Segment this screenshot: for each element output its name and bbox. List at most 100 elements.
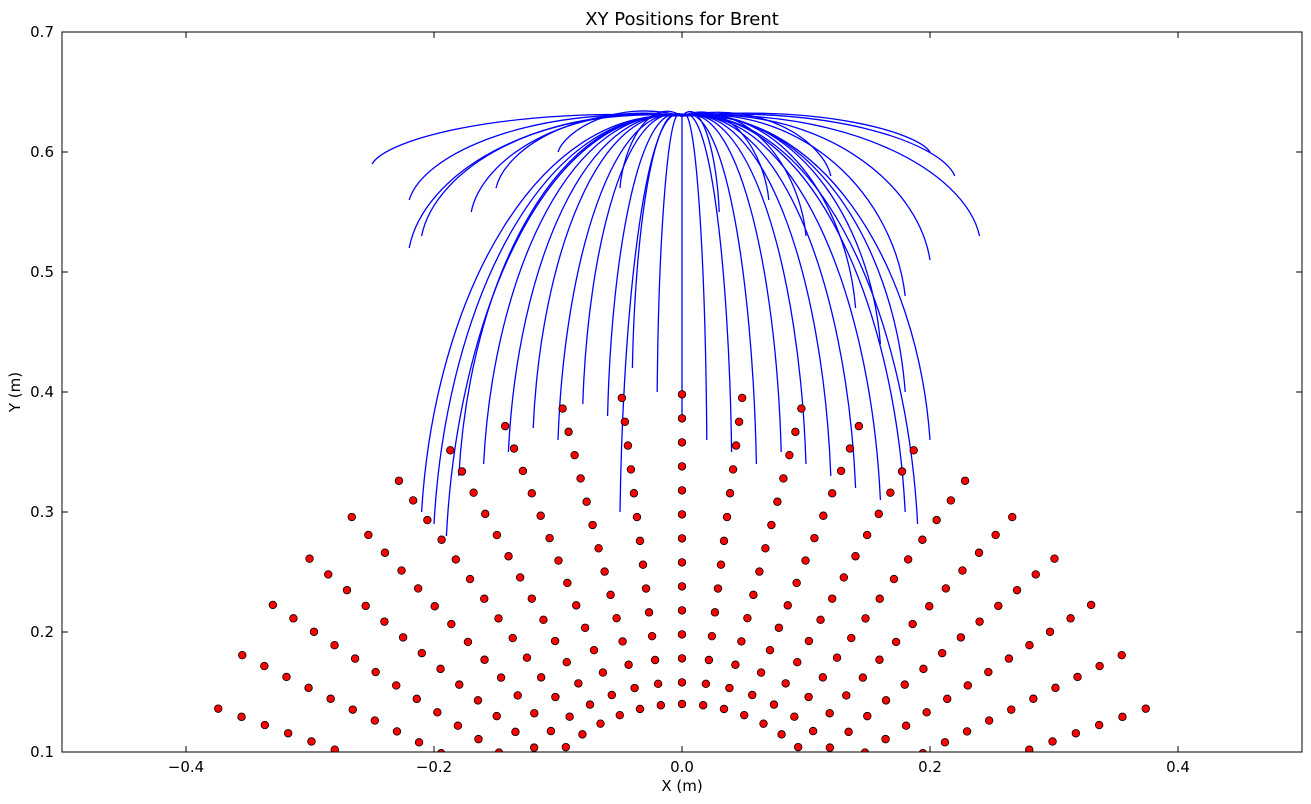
data-point [561, 742, 571, 752]
data-point [701, 679, 711, 689]
data-point [956, 633, 966, 642]
data-point [677, 390, 687, 399]
data-point [677, 606, 687, 615]
data-point [638, 560, 648, 569]
data-point [773, 497, 782, 506]
data-point [677, 558, 687, 567]
data-point [607, 690, 616, 700]
data-point [504, 782, 512, 790]
data-point [808, 726, 818, 736]
data-point [946, 496, 956, 505]
data-point [380, 548, 390, 557]
data-point [430, 602, 439, 611]
data-point [370, 716, 380, 725]
data-point [582, 497, 591, 506]
data-point [918, 535, 927, 544]
data-point [704, 655, 714, 665]
data-point [508, 633, 517, 643]
data-point [482, 771, 490, 779]
data-point [617, 393, 627, 403]
data-point [574, 679, 583, 688]
data-point [562, 658, 571, 667]
data-point [524, 792, 532, 800]
data-point [589, 645, 599, 655]
data-point [825, 743, 835, 752]
data-point [398, 633, 408, 642]
trajectory-line [681, 112, 807, 237]
data-point [793, 742, 803, 752]
data-point [853, 782, 861, 790]
data-point [545, 533, 554, 543]
data-point [348, 705, 357, 714]
trajectory-line [681, 113, 758, 465]
data-point [635, 704, 645, 714]
data-point [515, 573, 525, 582]
data-point [908, 619, 917, 629]
data-point [960, 476, 970, 485]
data-point [1007, 705, 1016, 714]
data-point [1118, 712, 1127, 722]
data-point [881, 696, 891, 705]
trajectory-lines [371, 110, 981, 537]
data-point [447, 787, 455, 795]
data-point [984, 667, 993, 677]
data-point [423, 515, 432, 525]
data-point [731, 441, 741, 450]
data-point [1051, 683, 1060, 693]
data-point [437, 749, 446, 752]
trajectory-line [507, 114, 683, 453]
data-point [612, 613, 621, 623]
x-tick-label: 0.4 [1166, 758, 1190, 776]
data-point [594, 544, 603, 553]
data-point [1141, 704, 1150, 713]
data-point [547, 758, 555, 766]
data-point [380, 617, 389, 626]
x-tick-label: 0.2 [918, 758, 942, 776]
data-point [457, 467, 467, 476]
data-point [392, 681, 401, 690]
data-point [496, 673, 506, 682]
data-point [1045, 627, 1055, 636]
data-point [509, 444, 519, 453]
data-point [394, 476, 404, 485]
data-point [804, 636, 814, 646]
trajectory-line [681, 113, 782, 453]
data-point [473, 696, 483, 705]
data-point [527, 594, 537, 603]
trajectory-line [582, 113, 683, 405]
y-tick-label: 0.7 [30, 23, 54, 41]
data-point [516, 762, 524, 770]
data-point [413, 584, 423, 593]
data-point [827, 489, 837, 498]
data-point [494, 748, 504, 752]
data-point [847, 633, 856, 643]
data-point [937, 648, 947, 658]
data-point [624, 660, 633, 669]
data-point [719, 536, 729, 546]
data-point [918, 749, 927, 752]
data-point [974, 548, 984, 557]
data-point [656, 701, 666, 710]
data-point [919, 664, 928, 674]
data-point [932, 779, 940, 787]
data-point [600, 567, 609, 576]
data-point [677, 699, 687, 709]
data-point [361, 601, 370, 611]
data-point [455, 680, 464, 689]
data-point [677, 438, 687, 447]
data-point [819, 511, 828, 520]
data-point [539, 615, 548, 625]
data-point [897, 467, 907, 476]
trajectory-line [482, 114, 683, 465]
data-point [860, 748, 870, 752]
data-point [572, 601, 581, 610]
data-point [897, 760, 905, 768]
data-point [792, 578, 801, 588]
data-point [825, 709, 834, 718]
data-point [804, 692, 813, 702]
data-point [845, 444, 855, 453]
data-point [783, 601, 792, 610]
data-point [713, 584, 723, 593]
trajectory-line [445, 114, 683, 537]
data-point [529, 743, 539, 752]
